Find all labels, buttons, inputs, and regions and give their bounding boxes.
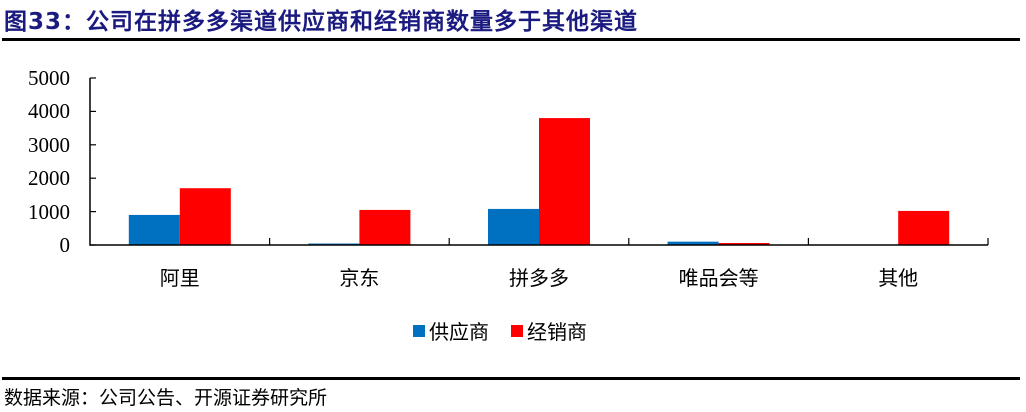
legend: 供应商 经销商 bbox=[413, 316, 609, 345]
bar-supplier bbox=[128, 214, 180, 245]
data-source: 数据来源：公司公告、开源证券研究所 bbox=[4, 387, 328, 409]
legend-label-supplier: 供应商 bbox=[429, 320, 489, 344]
y-tick-label: 3000 bbox=[28, 132, 70, 157]
footer-divider bbox=[2, 377, 1020, 380]
title-divider bbox=[2, 38, 1020, 41]
y-tick-label: 0 bbox=[59, 233, 71, 257]
bar-distributor bbox=[539, 118, 590, 245]
legend-item-distributor: 经销商 bbox=[511, 316, 587, 345]
x-category-label: 拼多多 bbox=[509, 266, 569, 290]
bar-distributor bbox=[359, 209, 411, 245]
distributor-swatch-icon bbox=[511, 324, 523, 337]
x-category-label: 其他 bbox=[878, 266, 919, 290]
bar-supplier bbox=[488, 208, 539, 245]
x-category-label: 阿里 bbox=[159, 266, 200, 290]
legend-label-distributor: 经销商 bbox=[527, 320, 587, 344]
y-tick-label: 4000 bbox=[28, 99, 70, 124]
y-tick-label: 5000 bbox=[28, 66, 70, 90]
bar-chart: 5000 4000 3000 2000 1000 0 阿里 京东 拼多多 唯品会等 其他 供应商 … bbox=[0, 50, 1026, 370]
x-category-label: 京东 bbox=[339, 266, 380, 290]
bar-distributor bbox=[898, 210, 950, 245]
y-tick-label: 2000 bbox=[28, 166, 70, 191]
supplier-swatch-icon bbox=[413, 324, 425, 337]
bar-distributor bbox=[718, 242, 770, 245]
x-category-label: 唯品会等 bbox=[678, 266, 759, 290]
legend-item-supplier: 供应商 bbox=[413, 316, 489, 345]
plot-area bbox=[89, 77, 989, 246]
chart-title: 图33：公司在拼多多渠道供应商和经销商数量多于其他渠道 bbox=[4, 9, 639, 35]
bar-distributor bbox=[179, 188, 231, 245]
y-tick-label: 1000 bbox=[28, 199, 70, 224]
bar-supplier bbox=[667, 241, 719, 245]
